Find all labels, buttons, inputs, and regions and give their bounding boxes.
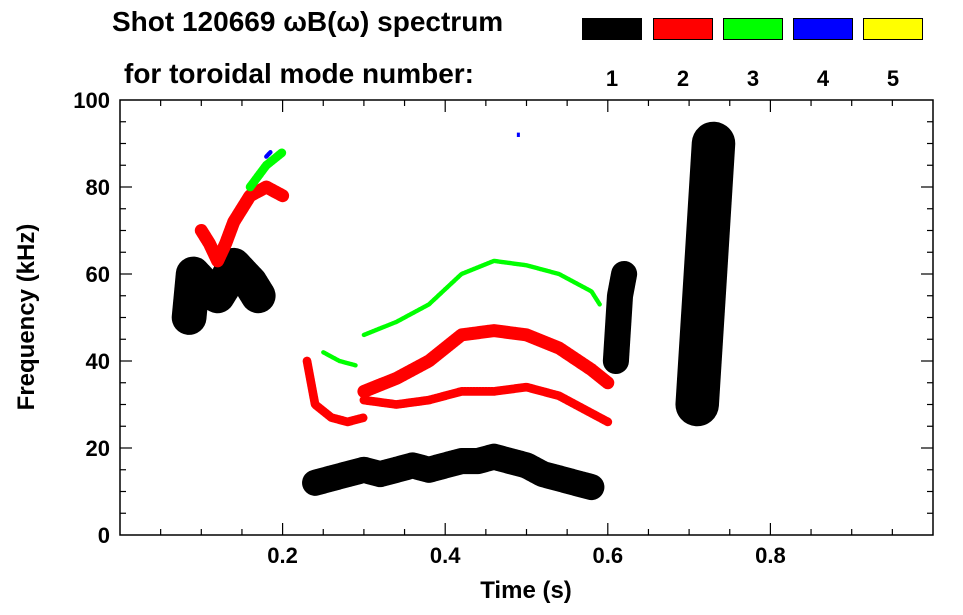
legend-swatch-mode-2 bbox=[653, 18, 713, 40]
spectrum-marks bbox=[171, 121, 736, 501]
mode-4-band bbox=[264, 149, 273, 159]
mode-3-band bbox=[361, 258, 602, 338]
mode-4-mark bbox=[516, 132, 520, 137]
mode-1-band bbox=[675, 121, 736, 427]
y-tick-label: 100 bbox=[73, 88, 110, 113]
y-tick-label: 0 bbox=[98, 523, 110, 548]
x-tick-label: 0.4 bbox=[430, 543, 461, 568]
mode-2-band bbox=[359, 382, 613, 427]
y-axis-title: Frequency (kHz) bbox=[13, 224, 40, 411]
mode-2-band bbox=[357, 324, 615, 398]
x-tick-label: 0.8 bbox=[755, 543, 786, 568]
legend-label-mode-3: 3 bbox=[746, 66, 760, 91]
legend-label-mode-1: 1 bbox=[605, 66, 619, 91]
x-tick-label: 0.6 bbox=[593, 543, 624, 568]
chart-subtitle: for toroidal mode number: bbox=[124, 58, 474, 89]
mode-1-band bbox=[602, 260, 638, 375]
x-tick-label: 0.2 bbox=[267, 543, 298, 568]
mode-1-band bbox=[171, 247, 276, 335]
legend-swatch-mode-5 bbox=[863, 18, 923, 40]
chart-title: Shot 120669 ωB(ω) spectrum bbox=[112, 6, 504, 37]
legend-swatch-mode-4 bbox=[793, 18, 853, 40]
axes: 0.2 0.4 0.6 0.8 0 20 40 60 80 100 bbox=[73, 88, 933, 568]
mode-2-band bbox=[302, 356, 369, 427]
mode-2-band bbox=[194, 180, 290, 268]
mode-3-band bbox=[245, 147, 287, 192]
legend-swatch-mode-3 bbox=[723, 18, 783, 40]
mode-3-band bbox=[321, 350, 358, 368]
mode-1-band bbox=[302, 443, 605, 501]
y-tick-label: 20 bbox=[86, 436, 110, 461]
legend-label-mode-2: 2 bbox=[676, 66, 690, 91]
legend-label-mode-5: 5 bbox=[886, 66, 900, 91]
y-tick-label: 60 bbox=[86, 262, 110, 287]
legend-swatch-mode-1 bbox=[582, 18, 642, 40]
x-axis-title: Time (s) bbox=[480, 577, 572, 604]
y-tick-label: 80 bbox=[86, 175, 110, 200]
y-tick-label: 40 bbox=[86, 349, 110, 374]
legend-label-mode-4: 4 bbox=[816, 66, 830, 91]
